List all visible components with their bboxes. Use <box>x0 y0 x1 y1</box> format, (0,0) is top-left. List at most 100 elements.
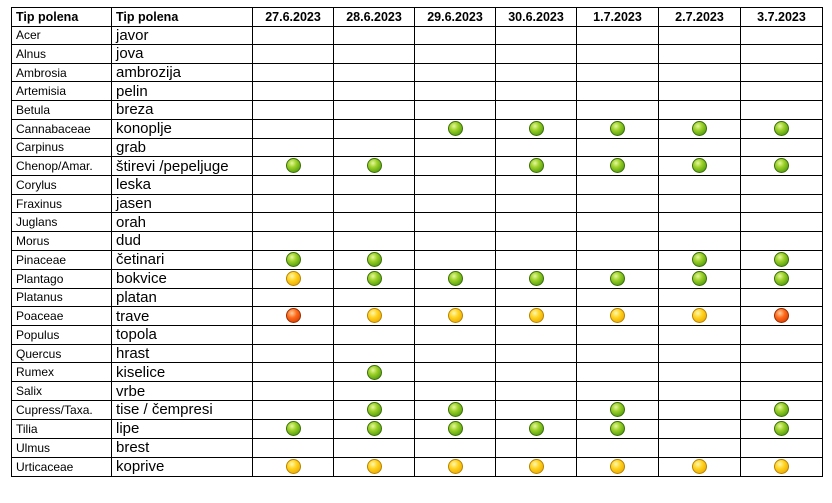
green-level-dot-icon <box>610 158 625 174</box>
level-cell <box>252 399 334 420</box>
green-level-dot-icon <box>774 251 789 267</box>
level-cell <box>658 343 741 364</box>
level-cell <box>333 118 415 139</box>
table-row: Artemisia pelin <box>11 81 823 101</box>
green-level-dot-icon <box>366 364 382 380</box>
level-cell <box>252 175 334 195</box>
green-level-dot-icon <box>528 270 544 286</box>
header-date: 30.6.2023 <box>495 7 577 27</box>
yellow-level-dot-icon <box>692 458 707 474</box>
level-cell <box>414 343 496 364</box>
pollen-latin-name: Tilia <box>11 418 112 439</box>
level-cell <box>658 287 741 308</box>
level-cell <box>576 249 659 270</box>
level-cell <box>333 137 415 158</box>
pollen-table: Tip polena Tip polena 27.6.2023 28.6.202… <box>11 7 823 477</box>
level-cell <box>252 25 334 46</box>
pollen-local-name: breza <box>111 99 253 120</box>
level-cell <box>252 381 334 401</box>
pollen-latin-name: Corylus <box>11 175 112 195</box>
level-cell <box>414 230 496 251</box>
level-cell <box>658 25 741 46</box>
pollen-local-name: hrast <box>111 343 253 364</box>
level-cell <box>576 287 659 308</box>
level-cell <box>414 325 496 345</box>
yellow-level-dot-icon <box>774 458 789 474</box>
pollen-latin-name: Pinaceae <box>11 249 112 270</box>
level-cell <box>333 212 415 232</box>
level-cell <box>333 381 415 401</box>
yellow-level-dot-icon <box>285 270 301 286</box>
level-cell <box>495 156 577 177</box>
pollen-local-name: brest <box>111 437 253 458</box>
level-cell <box>495 249 577 270</box>
green-level-dot-icon <box>366 402 382 418</box>
pollen-latin-name: Platanus <box>11 287 112 308</box>
pollen-local-name: kiselice <box>111 362 253 383</box>
pollen-latin-name: Cupress/Taxa. <box>11 399 112 420</box>
header-date: 28.6.2023 <box>333 7 415 27</box>
level-cell <box>333 156 415 177</box>
level-cell <box>252 287 334 308</box>
green-level-dot-icon <box>528 158 544 174</box>
pollen-latin-name: Carpinus <box>11 137 112 158</box>
level-cell <box>414 456 496 477</box>
level-cell <box>740 268 823 289</box>
table-row: Urticaceae koprive <box>11 456 823 477</box>
green-level-dot-icon <box>285 421 301 437</box>
level-cell <box>333 99 415 120</box>
level-cell <box>740 137 823 158</box>
table-row: Plantago bokvice <box>11 268 823 289</box>
level-cell <box>740 306 823 327</box>
level-cell <box>740 325 823 345</box>
table-row: Pinaceae četinari <box>11 249 823 270</box>
yellow-level-dot-icon <box>285 458 301 474</box>
green-level-dot-icon <box>528 120 544 136</box>
level-cell <box>414 418 496 439</box>
yellow-level-dot-icon <box>528 458 544 474</box>
level-cell <box>576 418 659 439</box>
level-cell <box>333 230 415 251</box>
level-cell <box>495 343 577 364</box>
green-level-dot-icon <box>366 251 382 267</box>
level-cell <box>576 268 659 289</box>
level-cell <box>740 44 823 64</box>
green-level-dot-icon <box>366 270 382 286</box>
pollen-local-name: konoplje <box>111 118 253 139</box>
level-cell <box>252 418 334 439</box>
level-cell <box>576 362 659 383</box>
level-cell <box>658 99 741 120</box>
level-cell <box>495 268 577 289</box>
level-cell <box>495 81 577 101</box>
level-cell <box>740 456 823 477</box>
pollen-local-name: četinari <box>111 249 253 270</box>
level-cell <box>658 137 741 158</box>
level-cell <box>333 362 415 383</box>
level-cell <box>576 456 659 477</box>
pollen-local-name: orah <box>111 212 253 232</box>
table-row: Chenop/Amar. štirevi /pepeljuge <box>11 156 823 177</box>
level-cell <box>740 362 823 383</box>
level-cell <box>740 418 823 439</box>
level-cell <box>740 193 823 214</box>
level-cell <box>740 156 823 177</box>
level-cell <box>740 399 823 420</box>
pollen-local-name: tise / čempresi <box>111 399 253 420</box>
level-cell <box>333 418 415 439</box>
table-row: Juglans orah <box>11 212 823 232</box>
level-cell <box>495 193 577 214</box>
pollen-latin-name: Cannabaceae <box>11 118 112 139</box>
level-cell <box>740 81 823 101</box>
table-row: Alnus jova <box>11 44 823 64</box>
level-cell <box>740 437 823 458</box>
pollen-latin-name: Acer <box>11 25 112 46</box>
table-row: Fraxinus jasen <box>11 193 823 214</box>
level-cell <box>576 156 659 177</box>
level-cell <box>658 325 741 345</box>
level-cell <box>414 381 496 401</box>
green-level-dot-icon <box>692 158 707 174</box>
pollen-latin-name: Ulmus <box>11 437 112 458</box>
table-row: Acer javor <box>11 25 823 46</box>
pollen-latin-name: Plantago <box>11 268 112 289</box>
pollen-latin-name: Quercus <box>11 343 112 364</box>
